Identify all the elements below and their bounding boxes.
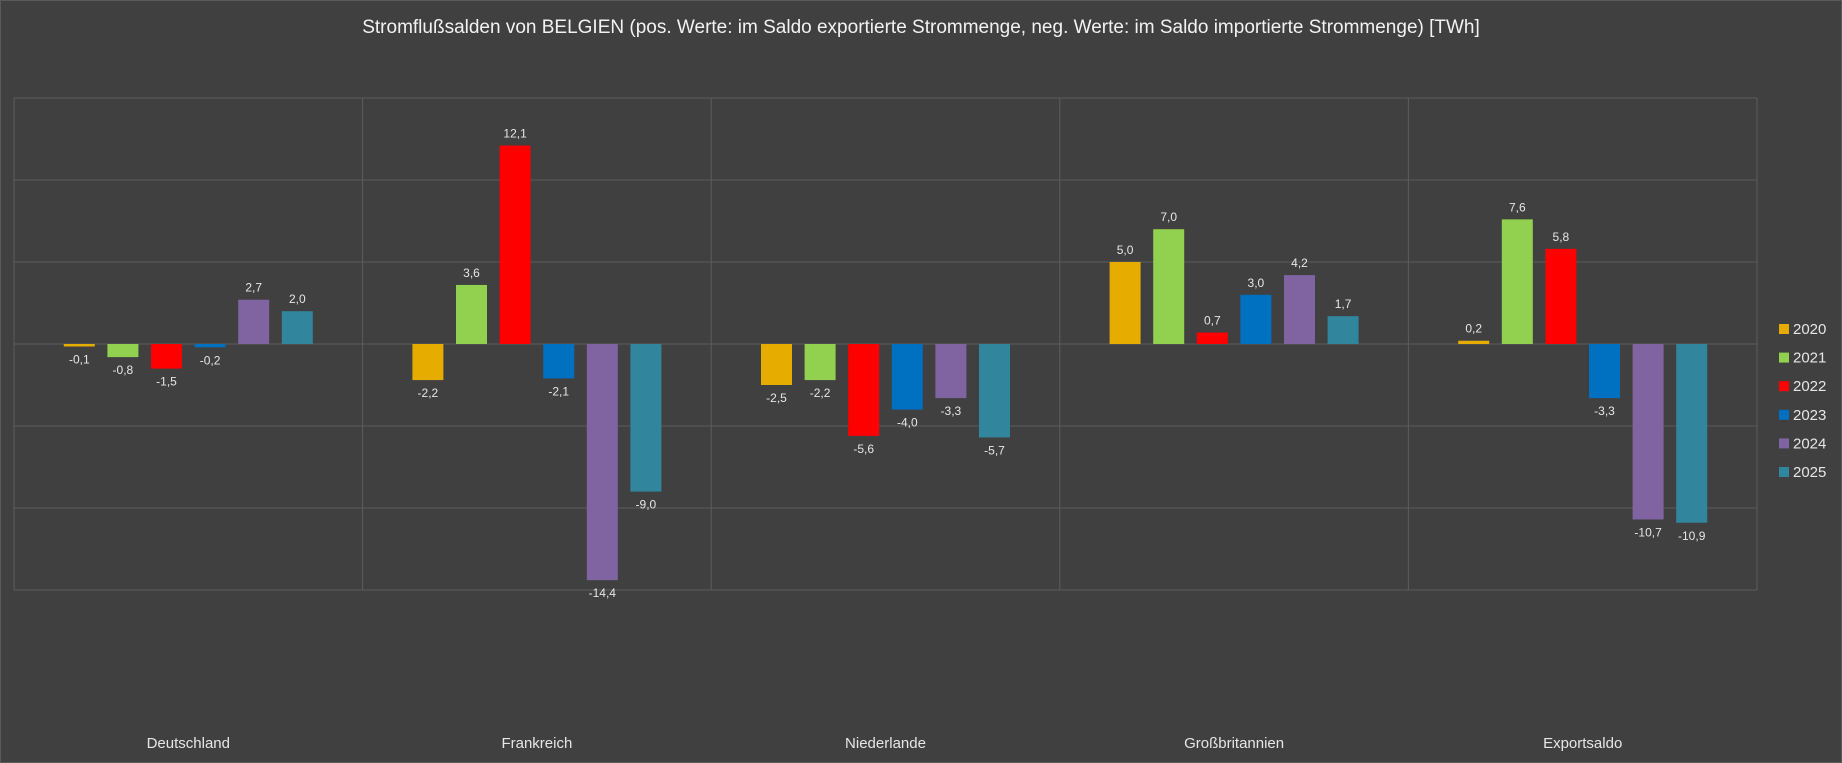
legend-swatch-2021[interactable] (1779, 352, 1789, 363)
grid (13, 97, 1758, 591)
data-label-2022-3: 0,7 (1204, 314, 1221, 328)
bars (63, 145, 1708, 581)
category-label-4: Exportsaldo (1543, 735, 1622, 752)
data-label-2021-2: -2,2 (810, 386, 831, 400)
bar-2025-0[interactable] (281, 311, 313, 344)
bar-2021-3[interactable] (1153, 229, 1185, 344)
data-label-2021-3: 7,0 (1160, 210, 1177, 224)
data-label-2023-4: -3,3 (1594, 404, 1615, 418)
category-labels: Deutschland Frankreich Niederlande Großbrit… (147, 735, 1623, 752)
legend-swatch-2024[interactable] (1779, 438, 1789, 449)
bar-2020-4[interactable] (1458, 340, 1490, 344)
legend-label-2022[interactable]: 2022 (1793, 378, 1826, 395)
data-label-2023-0: -0,2 (200, 353, 221, 367)
bar-2022-3[interactable] (1196, 332, 1228, 344)
bar-2022-0[interactable] (151, 344, 182, 369)
bar-2024-3[interactable] (1284, 275, 1315, 344)
bar-2020-2[interactable] (761, 344, 792, 385)
data-label-2024-0: 2,7 (245, 281, 262, 295)
bar-2023-4[interactable] (1589, 344, 1620, 399)
bar-2021-4[interactable] (1501, 219, 1533, 344)
data-label-2022-0: -1,5 (156, 375, 177, 389)
data-label-2025-2: -5,7 (984, 443, 1005, 457)
category-label-3: Großbritannien (1184, 735, 1284, 752)
data-label-2023-2: -4,0 (897, 416, 918, 430)
bar-2025-2[interactable] (979, 344, 1010, 438)
data-label-2020-3: 5,0 (1117, 243, 1134, 257)
data-label-2024-4: -10,7 (1634, 525, 1662, 539)
legend-swatch-2020[interactable] (1779, 324, 1789, 334)
data-label-2020-4: 0,2 (1465, 322, 1482, 336)
bar-2023-0[interactable] (194, 344, 226, 348)
bar-2025-1[interactable] (630, 344, 662, 492)
bar-2025-4[interactable] (1676, 344, 1708, 523)
category-label-2: Niederlande (845, 735, 926, 752)
bar-2023-2[interactable] (891, 344, 923, 410)
bar-2020-3[interactable] (1109, 262, 1141, 344)
legend-label-2025[interactable]: 2025 (1793, 464, 1826, 481)
data-label-2020-2: -2,5 (766, 391, 787, 405)
data-label-2020-0: -0,1 (69, 353, 90, 367)
legend-label-2020[interactable]: 2020 (1793, 321, 1826, 338)
bar-2023-3[interactable] (1240, 294, 1272, 344)
bar-2024-2[interactable] (935, 344, 967, 399)
category-label-1: Frankreich (501, 735, 572, 752)
bar-2020-0[interactable] (63, 344, 95, 347)
data-label-2022-1: 12,1 (503, 127, 527, 141)
bar-2023-1[interactable] (543, 344, 575, 379)
data-label-2025-0: 2,0 (289, 292, 306, 306)
legend-label-2021[interactable]: 2021 (1793, 350, 1826, 367)
bar-2022-1[interactable] (499, 145, 531, 344)
bar-2022-2[interactable] (848, 344, 880, 436)
data-label-2025-4: -10,9 (1678, 529, 1706, 543)
data-label-2021-0: -0,8 (113, 363, 134, 377)
bar-2020-1[interactable] (412, 344, 444, 381)
bar-2024-0[interactable] (238, 299, 270, 344)
data-label-2021-4: 7,6 (1509, 200, 1526, 214)
legend-label-2023[interactable]: 2023 (1793, 407, 1826, 424)
legend[interactable]: 2020 2021 2022 2023 2024 2025 (1779, 321, 1826, 481)
category-label-0: Deutschland (147, 735, 230, 752)
bar-2024-4[interactable] (1632, 344, 1664, 520)
legend-label-2024[interactable]: 2024 (1793, 435, 1826, 452)
bar-2021-1[interactable] (456, 284, 487, 344)
data-label-2023-3: 3,0 (1248, 276, 1265, 290)
bar-2022-4[interactable] (1545, 248, 1577, 344)
bar-2025-3[interactable] (1327, 316, 1359, 344)
data-label-2022-2: -5,6 (853, 442, 874, 456)
data-label-2022-4: 5,8 (1553, 230, 1570, 244)
data-label-2020-1: -2,2 (418, 386, 439, 400)
legend-swatch-2023[interactable] (1779, 409, 1789, 420)
data-label-2021-1: 3,6 (463, 266, 480, 280)
chart-title: Stromflußsalden von BELGIEN (pos. Werte:… (362, 17, 1480, 38)
bar-2021-2[interactable] (804, 344, 836, 381)
data-label-2024-3: 4,2 (1291, 256, 1308, 270)
data-label-2024-2: -3,3 (941, 404, 962, 418)
data-labels: -0,1 -0,8 -1,5 -0,2 2,7 2,0 -2,2 3,6 12,1 -2,1 -14… (69, 127, 1706, 601)
data-label-2024-1: -14,4 (589, 586, 617, 600)
legend-swatch-2025[interactable] (1779, 467, 1789, 477)
data-label-2025-1: -9,0 (636, 498, 657, 512)
bar-2024-1[interactable] (586, 344, 618, 581)
bar-2021-0[interactable] (107, 344, 139, 358)
data-label-2025-3: 1,7 (1335, 297, 1352, 311)
legend-swatch-2022[interactable] (1779, 381, 1789, 392)
data-label-2023-1: -2,1 (548, 384, 569, 398)
